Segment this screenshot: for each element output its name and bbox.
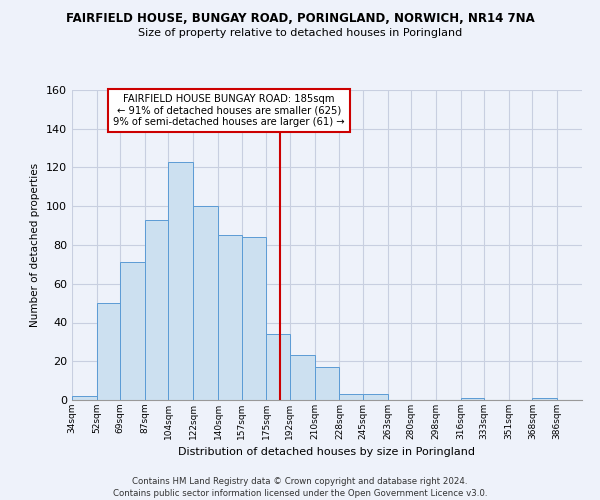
Text: Contains HM Land Registry data © Crown copyright and database right 2024.: Contains HM Land Registry data © Crown c… [132, 478, 468, 486]
Bar [314, 367, 340, 400]
Bar [290, 356, 314, 400]
Bar [72, 396, 97, 400]
Bar [340, 394, 363, 400]
Bar [363, 394, 388, 400]
Bar [242, 238, 266, 400]
Bar [145, 220, 169, 400]
Text: Contains public sector information licensed under the Open Government Licence v3: Contains public sector information licen… [113, 489, 487, 498]
Bar [266, 334, 290, 400]
Bar [193, 206, 218, 400]
Bar [218, 236, 242, 400]
Text: FAIRFIELD HOUSE, BUNGAY ROAD, PORINGLAND, NORWICH, NR14 7NA: FAIRFIELD HOUSE, BUNGAY ROAD, PORINGLAND… [65, 12, 535, 26]
Text: FAIRFIELD HOUSE BUNGAY ROAD: 185sqm
← 91% of detached houses are smaller (625)
9: FAIRFIELD HOUSE BUNGAY ROAD: 185sqm ← 91… [113, 94, 345, 127]
Bar [461, 398, 484, 400]
Bar [97, 303, 120, 400]
Y-axis label: Number of detached properties: Number of detached properties [31, 163, 40, 327]
Bar [120, 262, 145, 400]
Bar [169, 162, 193, 400]
Bar [532, 398, 557, 400]
Text: Size of property relative to detached houses in Poringland: Size of property relative to detached ho… [138, 28, 462, 38]
X-axis label: Distribution of detached houses by size in Poringland: Distribution of detached houses by size … [179, 448, 476, 458]
